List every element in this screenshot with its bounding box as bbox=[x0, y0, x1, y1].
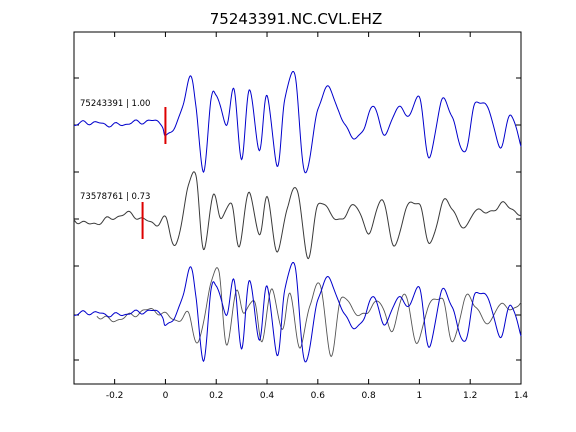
x-tick-label: 1.2 bbox=[463, 391, 477, 401]
x-tick-label: 1 bbox=[417, 391, 423, 401]
chart-title: 75243391.NC.CVL.EHZ bbox=[210, 10, 382, 28]
trace-label: 73578761 | 0.73 bbox=[80, 192, 150, 202]
trace-75243391 bbox=[73, 71, 522, 174]
overlay-trace-master bbox=[73, 262, 522, 363]
plot-frame bbox=[73, 31, 522, 385]
x-tick-label: 0.2 bbox=[209, 391, 223, 401]
trace-label: 75243391 | 1.00 bbox=[80, 99, 150, 109]
axis-ticks bbox=[74, 32, 522, 384]
traces bbox=[73, 71, 522, 363]
x-tick-label: 0 bbox=[163, 391, 169, 401]
trace-labels: 75243391 | 1.00 73578761 | 0.73 bbox=[80, 99, 150, 202]
x-tick-label: 0.8 bbox=[361, 391, 376, 401]
x-tick-label: 1.4 bbox=[514, 391, 529, 401]
x-tick-label: 0.6 bbox=[311, 391, 326, 401]
trace-73578761 bbox=[73, 171, 522, 260]
x-tick-label: 0.4 bbox=[260, 391, 275, 401]
x-tick-label: -0.2 bbox=[106, 391, 124, 401]
overlay-trace-event bbox=[96, 267, 522, 358]
x-tick-labels: -0.2 0 0.2 0.4 0.6 0.8 1 1.2 1.4 bbox=[106, 391, 529, 401]
